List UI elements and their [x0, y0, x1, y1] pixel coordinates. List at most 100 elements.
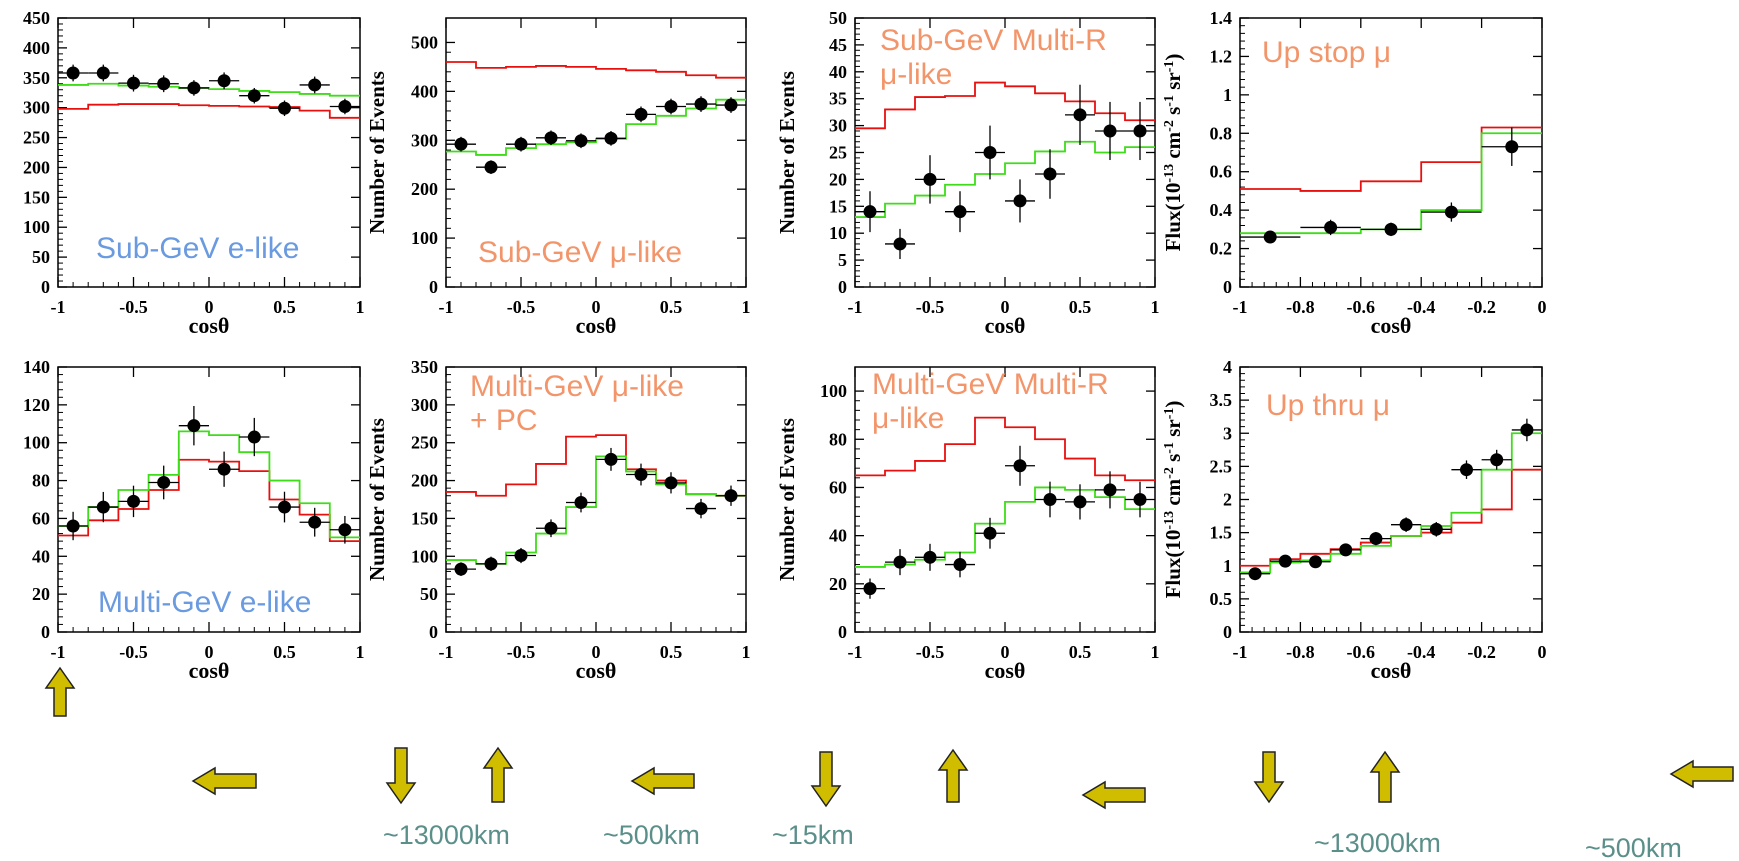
data-point: [863, 205, 877, 219]
y-tick-label: 100: [820, 381, 847, 401]
data-point: [953, 558, 967, 572]
x-tick-label: 0.5: [660, 297, 683, 317]
y-tick-label: 20: [829, 169, 847, 189]
data-point: [604, 131, 618, 145]
data-point: [863, 582, 877, 596]
x-tick-label: -0.2: [1467, 297, 1496, 317]
x-tick-label: -0.4: [1407, 642, 1436, 662]
y-tick-label: 80: [829, 429, 847, 449]
chart-panel-p2: 0 100 200 300 400 500 -1 -0.5 0 0.5 1 cosθ Number of…: [365, 17, 751, 338]
panel-title: Up thru μ: [1266, 389, 1390, 422]
data-point: [157, 77, 171, 91]
data-point: [66, 66, 80, 80]
data-point: [187, 419, 201, 433]
data-point: [574, 134, 588, 148]
panel-title: Multi-GeV Multi-R μ-like: [872, 368, 1109, 435]
x-tick-label: 0: [1538, 297, 1547, 317]
x-axis-label: cosθ: [985, 313, 1026, 338]
data-point: [574, 496, 588, 510]
data-point: [1460, 463, 1473, 477]
up-arrow-icon: [482, 746, 514, 803]
y-tick-label: 40: [32, 546, 50, 566]
distance-label-500km: ~500km: [603, 820, 700, 850]
y-tick-label: 300: [411, 130, 438, 150]
x-axis-label: cosθ: [576, 658, 617, 683]
down-arrow-icon: [1253, 751, 1285, 804]
y-tick-label: 100: [411, 228, 438, 248]
chart-panel-p3: 0 5 10 15 20 25 30 35 40 45 50 -1 -0.5 0 0.5 1 cosθ Numbe…: [775, 8, 1160, 338]
x-tick-label: -0.5: [916, 297, 945, 317]
data-point: [694, 502, 708, 516]
y-tick-label: 250: [23, 128, 50, 148]
distance-label-15km: ~15km: [772, 820, 854, 850]
x-tick-label: 0: [592, 642, 601, 662]
data-point: [1444, 205, 1458, 219]
y-tick-label: 0: [41, 622, 50, 642]
data-point: [1073, 108, 1087, 122]
oscillation-histogram: [855, 486, 1155, 568]
y-tick-label: 0.8: [1210, 123, 1233, 143]
data-point: [157, 475, 171, 489]
data-point: [247, 430, 261, 444]
x-tick-label: -1: [51, 297, 66, 317]
x-axis-label: cosθ: [985, 658, 1026, 683]
y-tick-label: 35: [829, 89, 847, 109]
data-point: [923, 550, 937, 564]
no-oscillation-histogram: [1240, 126, 1542, 192]
x-tick-label: -1: [439, 297, 454, 317]
x-tick-label: -0.8: [1286, 297, 1315, 317]
x-tick-label: 0: [1001, 297, 1010, 317]
data-point: [1324, 220, 1338, 234]
no-oscillation-histogram: [855, 416, 1155, 482]
x-tick-label: -0.8: [1286, 642, 1315, 662]
data-point: [1309, 555, 1322, 569]
y-tick-label: 5: [838, 250, 847, 270]
data-point: [187, 81, 201, 95]
no-oscillation-histogram: [1240, 468, 1542, 567]
y-axis-label: Flux(10-13 cm-2 s-1 sr-1): [1161, 54, 1185, 252]
y-axis-label: Number of Events: [775, 71, 799, 234]
x-tick-label: -0.4: [1407, 297, 1436, 317]
left-arrow-icon: [1081, 780, 1146, 810]
no-oscillation-histogram: [446, 61, 746, 79]
data-point: [1013, 459, 1027, 473]
x-axis-label: cosθ: [189, 313, 230, 338]
data-point: [1429, 522, 1443, 536]
data-point: [278, 101, 291, 115]
y-tick-label: 20: [829, 574, 847, 594]
y-tick-label: 100: [411, 546, 438, 566]
y-tick-label: 40: [829, 526, 847, 546]
y-tick-label: 50: [829, 8, 847, 28]
plot-frame: [1239, 17, 1543, 288]
oscillation-histogram: [1240, 132, 1542, 235]
data-point: [1369, 532, 1383, 546]
y-tick-label: 0.5: [1210, 589, 1233, 609]
y-tick-label: 500: [411, 32, 438, 52]
y-axis-label: Number of Events: [365, 418, 389, 581]
data-point: [544, 131, 558, 145]
data-point: [247, 89, 261, 103]
data-point: [983, 146, 997, 159]
panel-title: Sub-GeV μ-like: [478, 236, 682, 269]
data-point: [217, 74, 231, 88]
x-tick-label: -0.2: [1467, 642, 1496, 662]
left-arrow-icon: [630, 766, 695, 796]
up-arrow-icon: [1369, 750, 1401, 803]
oscillation-histogram: [446, 455, 746, 565]
y-tick-label: 0: [429, 622, 438, 642]
y-tick-label: 0: [1223, 277, 1232, 297]
y-tick-label: 1.2: [1210, 46, 1233, 66]
x-tick-label: -0.6: [1347, 297, 1376, 317]
no-oscillation-histogram: [855, 81, 1155, 130]
data-point: [454, 137, 468, 151]
data-point: [1399, 518, 1413, 532]
chart-panel-p4: 0 0.2 0.4 0.6 0.8 1 1.2 1.4 -1 -0.8 -0.6 -0.4 -0.2 0 c…: [1161, 8, 1547, 338]
data-point: [1339, 543, 1353, 557]
data-point: [1520, 423, 1534, 437]
data-point: [664, 100, 678, 114]
left-arrow-icon: [191, 766, 257, 796]
data-point: [1384, 222, 1398, 236]
y-axis-label: Flux(10-13 cm-2 s-1 sr-1): [1161, 401, 1185, 599]
y-tick-label: 1.4: [1210, 8, 1233, 28]
data-point: [1263, 230, 1277, 244]
